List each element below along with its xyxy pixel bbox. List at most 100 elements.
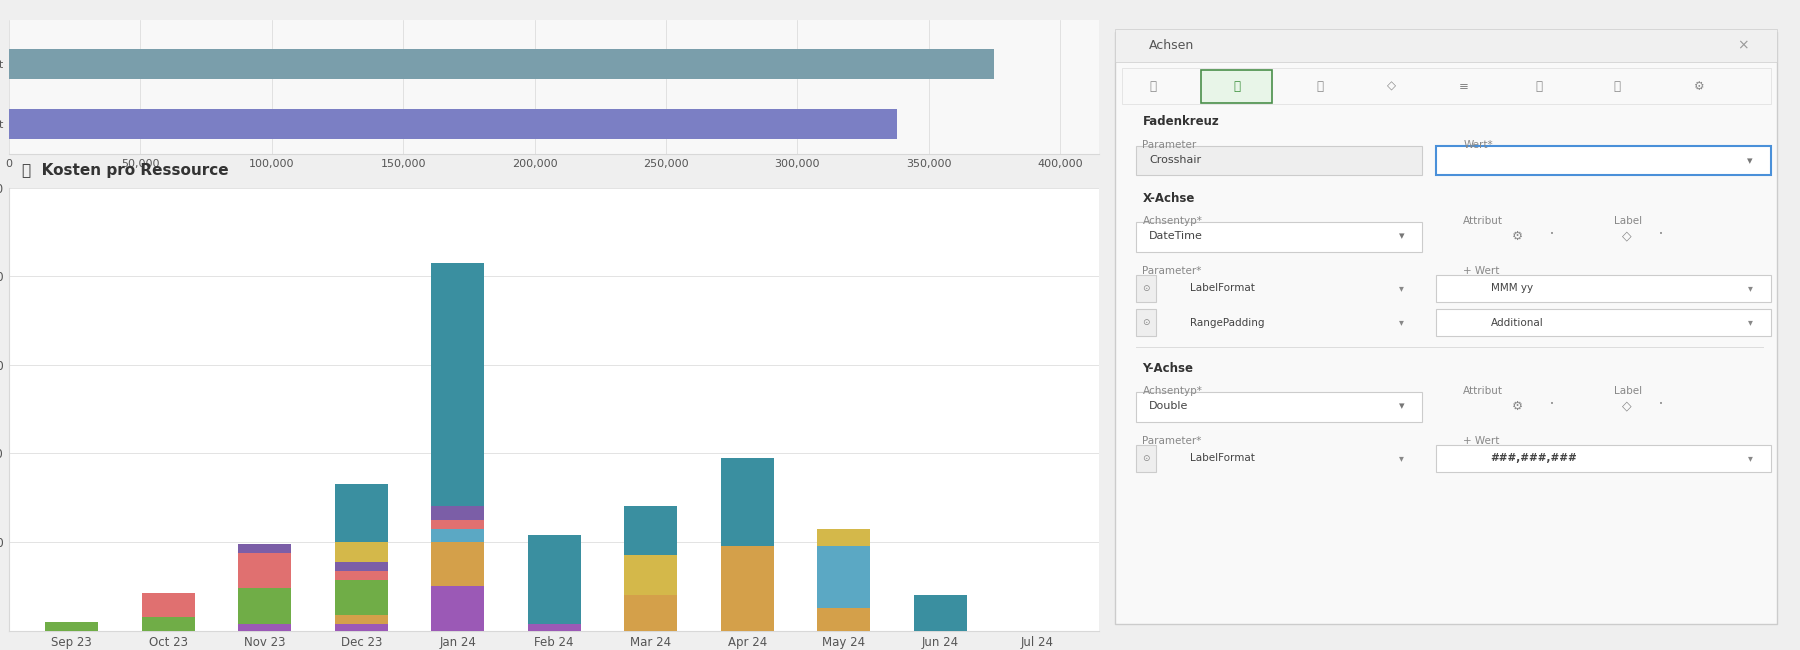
Bar: [9, 49, 994, 79]
Bar: [335, 615, 387, 624]
Bar: [238, 544, 292, 553]
Text: ⬜: ⬜: [1233, 79, 1240, 92]
Text: 🗄: 🗄: [1316, 79, 1323, 92]
Text: ×: ×: [1737, 38, 1750, 52]
Bar: [817, 608, 869, 630]
Bar: [142, 593, 194, 618]
Text: •: •: [1550, 401, 1553, 407]
Text: Parameter*: Parameter*: [1143, 436, 1202, 446]
Text: ▾: ▾: [1748, 283, 1753, 293]
Bar: [432, 528, 484, 542]
Text: ⛰  Kosten pro Ressource: ⛰ Kosten pro Ressource: [22, 163, 229, 178]
Text: ###,###,###: ###,###,###: [1490, 453, 1577, 463]
Bar: [625, 506, 677, 555]
Bar: [914, 595, 967, 630]
Text: ◇: ◇: [1622, 400, 1633, 413]
Bar: [720, 547, 774, 630]
Bar: [1121, 68, 1771, 104]
Text: ▾: ▾: [1399, 318, 1404, 328]
Bar: [527, 624, 581, 630]
Text: 🔗: 🔗: [1613, 79, 1620, 92]
Text: Fadenkreuz: Fadenkreuz: [1143, 116, 1219, 129]
Text: ⚙: ⚙: [1512, 400, 1523, 413]
Bar: [1136, 445, 1156, 472]
Text: ▾: ▾: [1748, 318, 1753, 328]
Text: X-Achse: X-Achse: [1143, 192, 1195, 205]
Text: Wert*: Wert*: [1463, 140, 1492, 150]
Text: ⊙: ⊙: [1143, 454, 1150, 463]
Text: Attribut: Attribut: [1463, 386, 1503, 396]
Bar: [1201, 70, 1273, 103]
Bar: [625, 595, 677, 630]
Bar: [1136, 222, 1422, 252]
Bar: [432, 263, 484, 506]
Bar: [527, 535, 581, 624]
Bar: [335, 542, 387, 562]
Bar: [1436, 445, 1771, 472]
Bar: [1136, 347, 1764, 348]
Text: Parameter*: Parameter*: [1143, 266, 1202, 276]
Bar: [432, 506, 484, 520]
Text: LabelFormat: LabelFormat: [1190, 283, 1255, 293]
Text: ▾: ▾: [1748, 155, 1753, 166]
Text: ◇: ◇: [1622, 230, 1633, 243]
Text: •: •: [1550, 231, 1553, 237]
Bar: [1436, 309, 1771, 336]
Bar: [1136, 275, 1156, 302]
Bar: [1436, 146, 1771, 176]
Text: •: •: [1660, 231, 1663, 237]
Bar: [1116, 29, 1777, 62]
Text: ▾: ▾: [1399, 231, 1404, 241]
Bar: [238, 624, 292, 630]
Text: ⊙: ⊙: [1143, 318, 1150, 327]
Text: ▾: ▾: [1399, 453, 1404, 463]
Bar: [1136, 309, 1156, 336]
Text: Double: Double: [1150, 401, 1188, 411]
Text: ⚙: ⚙: [1512, 230, 1523, 243]
Text: Parameter: Parameter: [1143, 140, 1197, 150]
Bar: [238, 553, 292, 588]
Bar: [45, 621, 99, 630]
Text: Attribut: Attribut: [1463, 216, 1503, 226]
Text: Crosshair: Crosshair: [1150, 155, 1201, 165]
Bar: [142, 618, 194, 630]
Bar: [432, 586, 484, 630]
Text: Y-Achse: Y-Achse: [1143, 361, 1193, 374]
Text: LabelFormat: LabelFormat: [1190, 453, 1255, 463]
Text: DateTime: DateTime: [1150, 231, 1202, 241]
Bar: [432, 542, 484, 586]
Bar: [817, 528, 869, 547]
Text: 📋: 📋: [1148, 79, 1156, 92]
Text: ⬜: ⬜: [1535, 79, 1543, 92]
Text: Label: Label: [1613, 216, 1642, 226]
Text: + Wert: + Wert: [1463, 436, 1499, 446]
Bar: [1136, 146, 1422, 176]
Text: Additional: Additional: [1490, 318, 1543, 328]
Text: ▾: ▾: [1399, 401, 1404, 411]
Bar: [335, 624, 387, 630]
Text: ⊙: ⊙: [1143, 284, 1150, 293]
Bar: [720, 458, 774, 547]
Bar: [335, 562, 387, 571]
Bar: [238, 588, 292, 624]
Bar: [432, 520, 484, 528]
Text: Achsen: Achsen: [1150, 38, 1195, 51]
Bar: [1436, 275, 1771, 302]
Text: Label: Label: [1613, 386, 1642, 396]
Text: ▾: ▾: [1399, 283, 1404, 293]
Text: ◇: ◇: [1388, 79, 1397, 92]
Text: Achsentyp*: Achsentyp*: [1143, 216, 1202, 226]
Text: MMM yy: MMM yy: [1490, 283, 1534, 293]
Text: ≡: ≡: [1458, 79, 1469, 92]
Text: RangePadding: RangePadding: [1190, 318, 1265, 328]
Bar: [335, 580, 387, 615]
Text: Achsentyp*: Achsentyp*: [1143, 386, 1202, 396]
Bar: [1136, 392, 1422, 422]
Bar: [335, 571, 387, 580]
Bar: [9, 109, 896, 139]
Bar: [817, 547, 869, 608]
Text: + Wert: + Wert: [1463, 266, 1499, 276]
Text: ▾: ▾: [1748, 453, 1753, 463]
Text: ⚙: ⚙: [1694, 79, 1705, 92]
Bar: [335, 484, 387, 542]
